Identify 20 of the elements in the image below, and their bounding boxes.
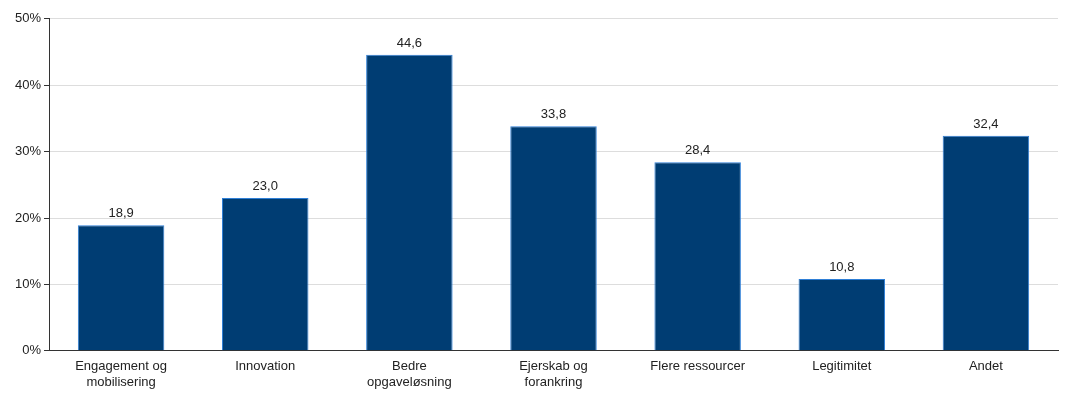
data-label: 33,8 [540, 106, 567, 122]
y-tick-label: 0% [22, 342, 42, 358]
x-tick-label: Innovation [235, 358, 296, 374]
x-tick-label: Bedre opgaveløsning [367, 358, 452, 389]
y-tick-label: 50% [14, 10, 42, 26]
data-label: 32,4 [973, 115, 999, 131]
data-label: 44,6 [396, 34, 423, 50]
x-tick-label: Ejerskab og forankring [519, 358, 588, 389]
y-tick-label: 30% [14, 143, 42, 159]
x-tick-label: Engagement og mobilisering [75, 358, 167, 389]
data-label: 18,9 [108, 205, 134, 221]
data-label: 28,4 [684, 142, 711, 158]
x-tick-label: Legitimitet [812, 358, 872, 374]
y-tick-label: 10% [14, 275, 42, 291]
y-tick-label: 20% [14, 209, 42, 225]
data-label: 10,8 [829, 259, 855, 275]
x-tick-label: Flere ressourcer [650, 358, 746, 374]
data-label: 23,0 [252, 178, 278, 194]
y-tick-label: 40% [14, 76, 42, 92]
x-tick-label: Andet [968, 358, 1004, 374]
